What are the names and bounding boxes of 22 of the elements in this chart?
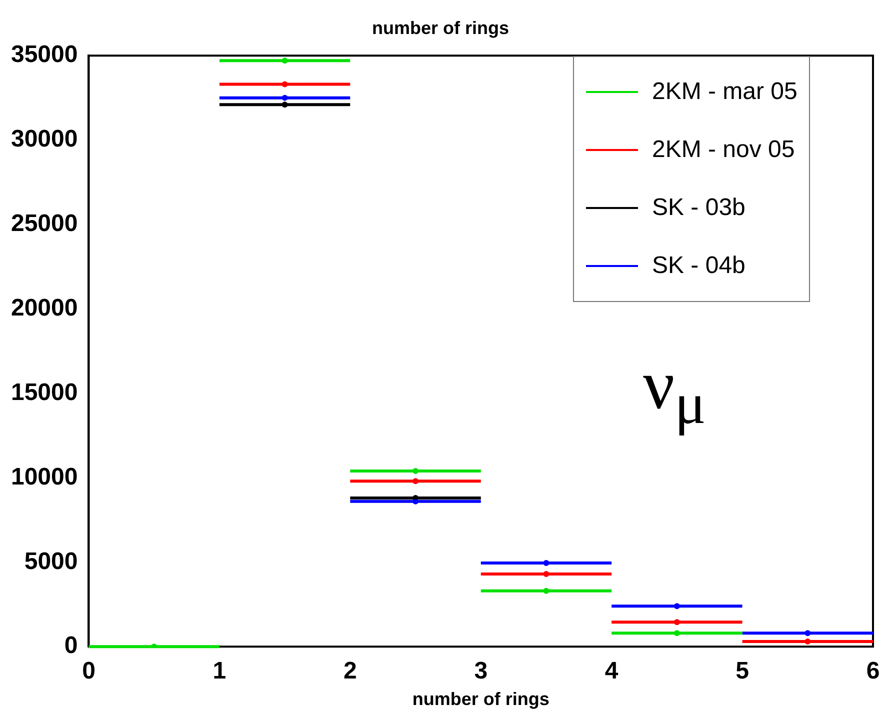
x-tick-label: 1 <box>212 658 226 685</box>
legend-label: SK - 03b <box>652 194 746 222</box>
legend-label: SK - 04b <box>652 252 746 280</box>
x-tick-label: 2 <box>343 658 357 685</box>
x-tick-label: 5 <box>736 658 749 685</box>
legend-label: 2KM - mar 05 <box>652 78 798 106</box>
annotation: ν$_{μ}$ <box>643 346 706 437</box>
x-tick-label: 4 <box>604 658 619 685</box>
x-tick-label: 3 <box>474 658 488 685</box>
y-tick-label: 0 <box>64 632 78 660</box>
y-tick-label: 25000 <box>10 210 78 238</box>
y-tick-label: 30000 <box>10 126 78 153</box>
x-tick-label: 6 <box>866 658 880 685</box>
chart-title: number of rings <box>372 18 510 38</box>
y-tick-label: 35000 <box>10 41 78 68</box>
y-tick-label: 10000 <box>10 463 78 490</box>
legend-label: 2KM - nov 05 <box>652 136 795 164</box>
y-tick-label: 15000 <box>10 378 78 406</box>
x-tick-label: 0 <box>82 658 96 685</box>
x-axis-title: number of rings <box>412 689 550 710</box>
y-tick-label: 20000 <box>10 294 78 322</box>
y-tick-label: 5000 <box>24 548 78 575</box>
